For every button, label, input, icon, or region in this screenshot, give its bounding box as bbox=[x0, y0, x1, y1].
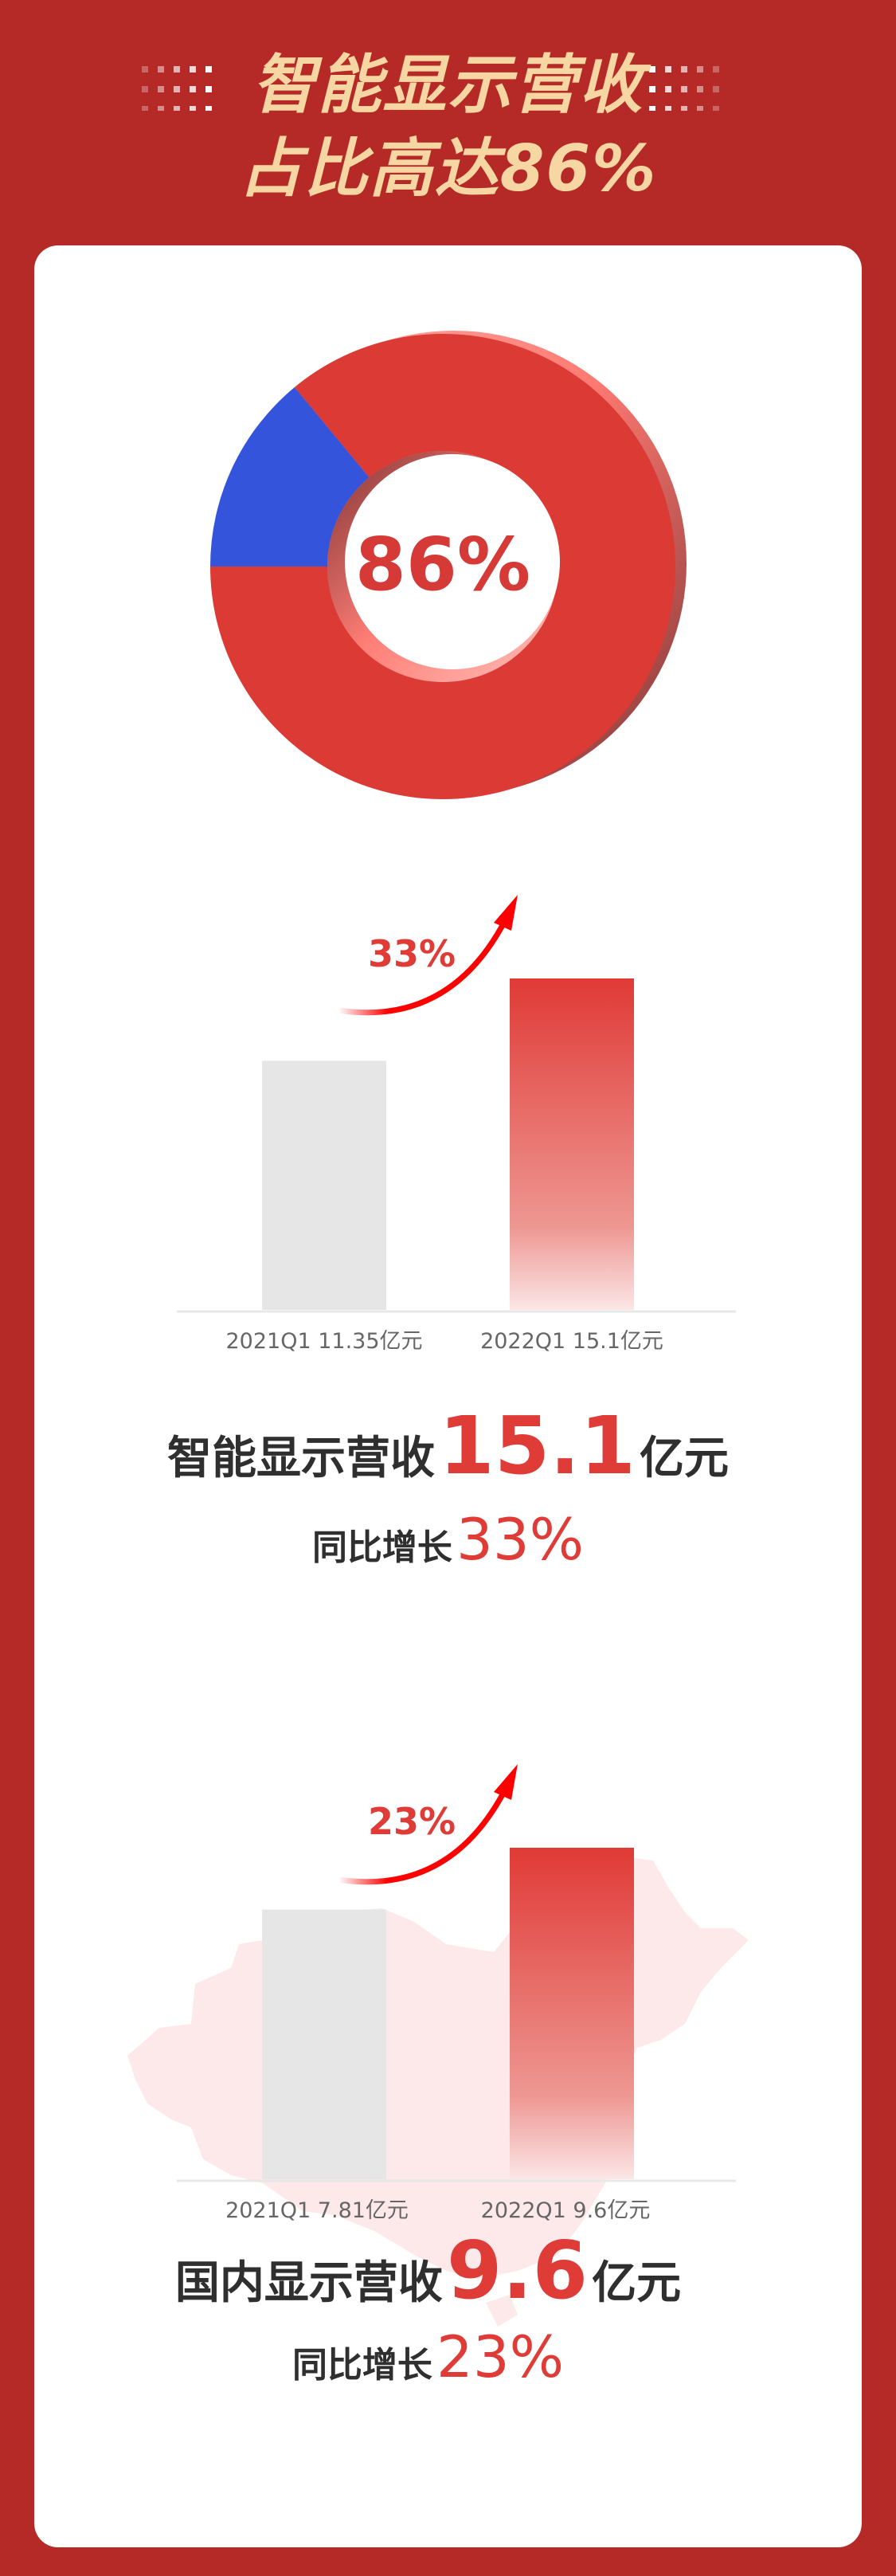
dot bbox=[697, 66, 703, 73]
dot bbox=[158, 106, 164, 111]
growth-arrow bbox=[335, 923, 505, 1016]
donut-slice bbox=[210, 387, 370, 567]
dot bbox=[190, 106, 196, 111]
donut-hole bbox=[345, 454, 560, 669]
growth-label-1: 33% bbox=[368, 932, 456, 975]
summary-2-unit: 亿元 bbox=[592, 2257, 682, 2309]
summary-1-value: 15.1 bbox=[439, 1399, 636, 1492]
x-tick-label: 2021Q1 7.81亿元 bbox=[225, 2198, 409, 2223]
summary-2-growth-line: 同比增长 23% bbox=[0, 2323, 876, 2406]
bar-2 bbox=[510, 1848, 634, 2179]
dot bbox=[190, 86, 196, 92]
dot bbox=[713, 66, 719, 73]
donut-center-label: 86% bbox=[354, 522, 531, 607]
china-map-background bbox=[127, 1857, 749, 2279]
summary-1-line: 智能显示营收 15.1 亿元 bbox=[0, 1402, 896, 1513]
growth-label-2: 23% bbox=[368, 1800, 456, 1843]
x-tick-label: 2021Q1 11.35亿元 bbox=[225, 1329, 423, 1354]
dot bbox=[649, 66, 655, 73]
dots-decoration-right bbox=[649, 66, 719, 111]
x-tick-label: 2022Q1 9.6亿元 bbox=[480, 2198, 651, 2223]
x-tick-label: 2022Q1 15.1亿元 bbox=[480, 1329, 663, 1354]
dot bbox=[142, 66, 148, 73]
china-map-island bbox=[486, 2295, 518, 2327]
dot bbox=[205, 86, 212, 92]
summary-1-label: 智能显示营收 bbox=[167, 1433, 436, 1484]
dot bbox=[174, 66, 180, 73]
dot bbox=[174, 106, 180, 111]
dot bbox=[649, 86, 655, 92]
dot bbox=[649, 106, 655, 111]
dot bbox=[681, 66, 687, 73]
dot bbox=[174, 86, 180, 92]
dot bbox=[665, 106, 671, 111]
summary-1-growth: 33% bbox=[456, 1506, 585, 1573]
dot bbox=[665, 86, 671, 92]
summary-2-label: 国内显示营收 bbox=[174, 2257, 443, 2309]
growth-arrow-head bbox=[494, 895, 518, 931]
dot bbox=[697, 106, 703, 111]
summary-2-line: 国内显示营收 9.6 亿元 bbox=[0, 2227, 876, 2338]
summary-1-unit: 亿元 bbox=[639, 1433, 729, 1484]
summary-2-growth-label: 同比增长 bbox=[291, 2345, 432, 2386]
summary-2-value: 9.6 bbox=[446, 2224, 589, 2317]
dot bbox=[681, 86, 687, 92]
dot bbox=[697, 86, 703, 92]
bar-2 bbox=[510, 978, 634, 1310]
bar-1 bbox=[262, 1909, 386, 2179]
dot bbox=[713, 86, 719, 92]
growth-arrow bbox=[335, 1793, 505, 1885]
dot bbox=[142, 86, 148, 92]
dot bbox=[158, 86, 164, 92]
dot bbox=[665, 66, 671, 73]
summary-1-growth-label: 同比增长 bbox=[311, 1527, 452, 1568]
dot bbox=[158, 66, 164, 73]
dot bbox=[205, 106, 212, 111]
page-title-line2: 占比高达86% bbox=[238, 131, 658, 206]
dot bbox=[190, 66, 196, 73]
bar-1 bbox=[262, 1061, 386, 1310]
dot bbox=[681, 106, 687, 111]
summary-2-growth: 23% bbox=[436, 2323, 565, 2390]
dots-decoration-left bbox=[142, 66, 212, 111]
donut-slice bbox=[210, 334, 675, 799]
growth-arrow-head bbox=[494, 1764, 518, 1800]
dot bbox=[142, 106, 148, 111]
summary-1-growth-line: 同比增长 33% bbox=[0, 1506, 896, 1589]
dot bbox=[713, 106, 719, 111]
dot bbox=[205, 66, 212, 73]
page-title-line1: 智能显示营收 bbox=[252, 48, 644, 122]
